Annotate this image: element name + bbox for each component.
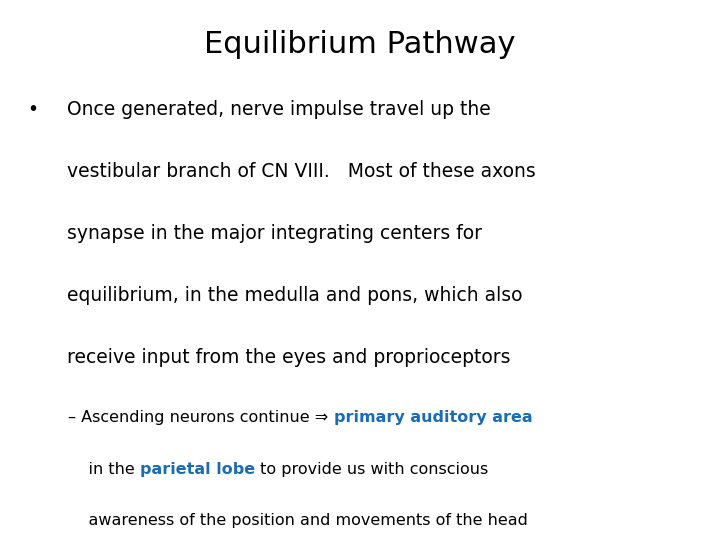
Text: synapse in the major integrating centers for: synapse in the major integrating centers…	[67, 224, 482, 243]
Text: receive input from the eyes and proprioceptors: receive input from the eyes and proprioc…	[67, 348, 510, 367]
Text: to provide us with conscious: to provide us with conscious	[256, 462, 489, 477]
Text: vestibular branch of CN VIII.   Most of these axons: vestibular branch of CN VIII. Most of th…	[67, 162, 536, 181]
Text: – Ascending neurons continue ⇒: – Ascending neurons continue ⇒	[68, 410, 333, 426]
Text: Equilibrium Pathway: Equilibrium Pathway	[204, 30, 516, 59]
Text: •: •	[27, 100, 38, 119]
Text: parietal lobe: parietal lobe	[140, 462, 256, 477]
Text: awareness of the position and movements of the head: awareness of the position and movements …	[68, 513, 528, 528]
Text: Once generated, nerve impulse travel up the: Once generated, nerve impulse travel up …	[67, 100, 491, 119]
Text: equilibrium, in the medulla and pons, which also: equilibrium, in the medulla and pons, wh…	[67, 286, 523, 305]
Text: primary auditory area: primary auditory area	[333, 410, 532, 426]
Text: in the: in the	[68, 462, 140, 477]
